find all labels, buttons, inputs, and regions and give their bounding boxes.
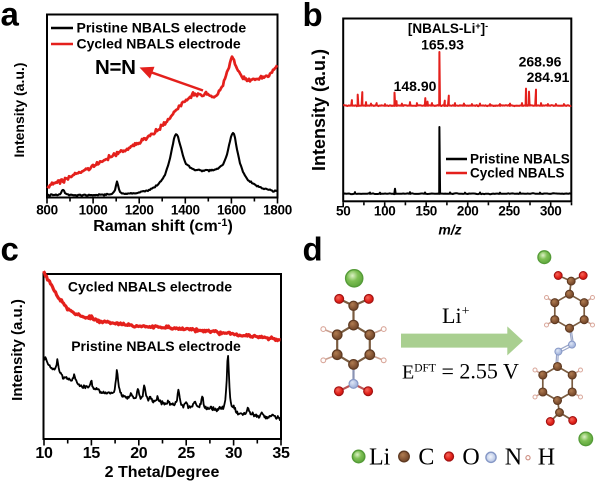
svg-text:N=N: N=N: [95, 56, 136, 79]
svg-text:35: 35: [272, 445, 290, 462]
svg-text:284.91: 284.91: [527, 69, 570, 85]
svg-text:c: c: [1, 231, 19, 268]
svg-text:b: b: [303, 0, 323, 33]
svg-text:200: 200: [457, 204, 479, 219]
svg-text:Pristine NBALS electrode: Pristine NBALS electrode: [77, 20, 247, 36]
svg-text:150: 150: [415, 204, 437, 219]
svg-text:C: C: [418, 444, 434, 470]
svg-text:H: H: [538, 444, 555, 470]
svg-text:Intensity (a.u.): Intensity (a.u.): [9, 299, 26, 401]
svg-text:1600: 1600: [217, 203, 246, 218]
svg-text:1400: 1400: [171, 203, 200, 218]
svg-text:a: a: [1, 0, 20, 33]
svg-text:Pristine NBALS: Pristine NBALS: [470, 152, 570, 167]
svg-text:10: 10: [35, 445, 53, 462]
svg-text:[NBALS-Li+]-: [NBALS-Li+]-: [408, 21, 488, 36]
svg-text:N: N: [505, 444, 522, 470]
svg-text:268.96: 268.96: [519, 54, 562, 70]
svg-text:100: 100: [374, 204, 396, 219]
svg-text:165.93: 165.93: [421, 37, 464, 53]
svg-text:148.90: 148.90: [394, 78, 437, 94]
svg-text:Cycled NBALS: Cycled NBALS: [470, 166, 565, 181]
svg-text:d: d: [303, 231, 323, 268]
svg-text:Intensity (a.u.): Intensity (a.u.): [309, 49, 329, 171]
svg-text:1200: 1200: [125, 203, 154, 218]
svg-text:50: 50: [336, 204, 350, 219]
svg-text:Pristine NBALS electrode: Pristine NBALS electrode: [71, 338, 241, 354]
svg-text:Li: Li: [369, 444, 391, 470]
svg-text:25: 25: [178, 445, 196, 462]
svg-text:30: 30: [225, 445, 243, 462]
svg-text:O: O: [462, 444, 479, 470]
svg-text:1800: 1800: [263, 203, 292, 218]
svg-text:800: 800: [36, 203, 58, 218]
svg-text:EDFT = 2.55 V: EDFT = 2.55 V: [402, 358, 519, 383]
svg-text:Cycled NBALS electrode: Cycled NBALS electrode: [77, 36, 241, 52]
svg-text:Li+: Li+: [442, 303, 470, 328]
svg-text:Cycled NBALS electrode: Cycled NBALS electrode: [68, 279, 232, 295]
svg-text:1000: 1000: [79, 203, 108, 218]
svg-text:15: 15: [83, 445, 101, 462]
svg-text:Intensity (a.u.): Intensity (a.u.): [11, 63, 27, 158]
svg-text:m/z: m/z: [438, 222, 461, 238]
svg-text:Raman shift (cm-1): Raman shift (cm-1): [93, 217, 233, 235]
svg-text:20: 20: [130, 445, 148, 462]
svg-text:300: 300: [540, 204, 562, 219]
svg-text:2 Theta/Degree: 2 Theta/Degree: [105, 464, 220, 481]
svg-text:250: 250: [498, 204, 520, 219]
